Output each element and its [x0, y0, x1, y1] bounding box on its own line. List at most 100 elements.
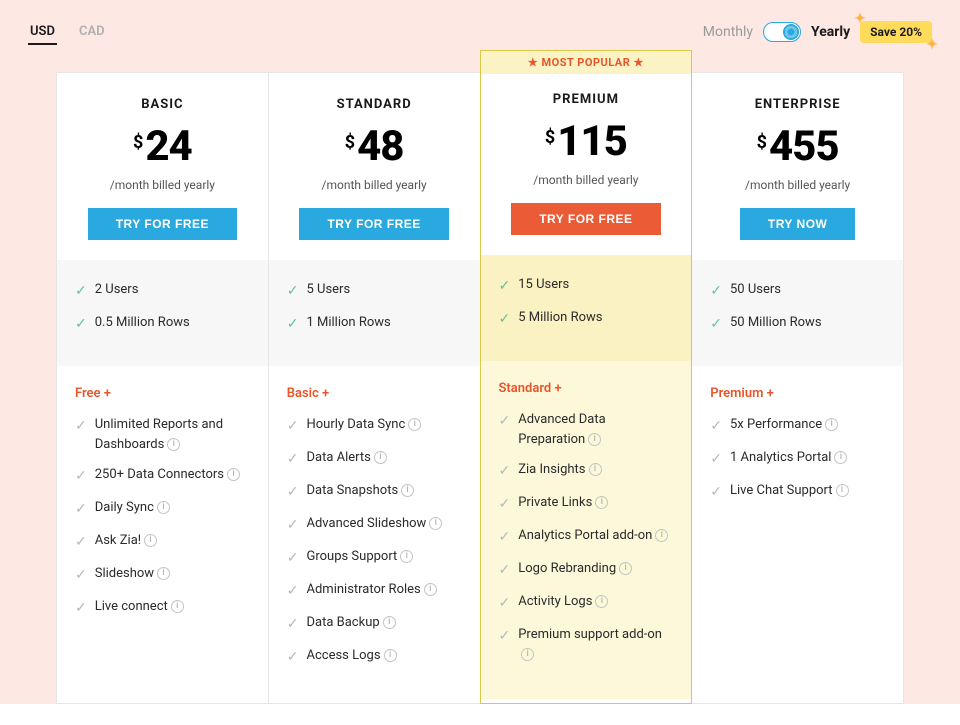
cta-button[interactable]: TRY NOW — [740, 208, 856, 240]
feature-text: Premium support add-oni — [518, 625, 673, 664]
check-icon: ✓ — [75, 314, 87, 335]
feature-text: Data Alertsi — [306, 448, 461, 468]
feature-item: ✓ Data Backupi — [287, 613, 462, 635]
info-icon[interactable]: i — [401, 484, 414, 497]
info-icon[interactable]: i — [836, 484, 849, 497]
plan-header: ENTERPRISE $455/month billed yearly TRY NO… — [692, 73, 903, 260]
info-icon[interactable]: i — [157, 501, 170, 514]
plan-premium: ★ MOST POPULAR ★PREMIUM$115/month billed… — [480, 50, 693, 704]
check-icon: ✓ — [287, 614, 299, 635]
currency-symbol: $ — [757, 132, 767, 153]
limit-text: 0.5 Million Rows — [95, 313, 250, 333]
price: $455 — [704, 126, 891, 168]
check-icon: ✓ — [287, 449, 299, 470]
info-icon[interactable]: i — [595, 496, 608, 509]
info-icon[interactable]: i — [429, 517, 442, 530]
plan-features: Standard +✓Advanced Data Preparationi✓Zi… — [481, 361, 692, 699]
check-icon: ✓ — [287, 647, 299, 668]
limit-item: ✓ 1 Million Rows — [287, 313, 462, 335]
feature-item: ✓Hourly Data Synci — [287, 415, 462, 437]
check-icon: ✓ — [710, 416, 722, 437]
feature-text: Data Backupi — [306, 613, 461, 633]
currency-symbol: $ — [133, 132, 143, 153]
info-icon[interactable]: i — [144, 534, 157, 547]
check-icon: ✓ — [75, 466, 87, 487]
plans-row: BASIC$24/month billed yearlyTRY FOR FREE… — [56, 72, 904, 704]
feature-item: ✓ Access Logsi — [287, 646, 462, 668]
currency-tab-cad[interactable]: CAD — [77, 20, 107, 45]
limit-text: 5 Users — [306, 280, 461, 300]
check-icon: ✓ — [499, 560, 511, 581]
plan-limits: ✓50 Users✓50 Million Rows — [692, 260, 903, 366]
check-icon: ✓ — [499, 527, 511, 548]
billing-note: /month billed yearly — [704, 178, 891, 192]
check-icon: ✓ — [499, 626, 511, 647]
currency-tabs: USD CAD — [28, 20, 107, 45]
info-icon[interactable]: i — [227, 468, 240, 481]
info-icon[interactable]: i — [521, 648, 534, 661]
info-icon[interactable]: i — [157, 567, 170, 580]
info-icon[interactable]: i — [589, 463, 602, 476]
feature-item: ✓250+ Data Connectorsi — [75, 465, 250, 487]
check-icon: ✓ — [499, 276, 511, 297]
info-icon[interactable]: i — [408, 418, 421, 431]
billing-toggle-switch[interactable] — [763, 22, 801, 42]
tier-label: Basic + — [287, 386, 462, 401]
feature-text: Slideshowi — [95, 564, 250, 584]
info-icon[interactable]: i — [400, 550, 413, 563]
info-icon[interactable]: i — [383, 616, 396, 629]
price-amount: 115 — [557, 121, 627, 163]
billing-yearly-label[interactable]: Yearly — [811, 24, 850, 40]
info-icon[interactable]: i — [171, 600, 184, 613]
feature-item: ✓ Premium support add-oni — [499, 625, 674, 664]
check-icon: ✓ — [287, 314, 299, 335]
plan-features: Basic +✓Hourly Data Synci✓Data Alertsi✓D… — [269, 366, 480, 703]
cta-button[interactable]: TRY FOR FREE — [88, 208, 237, 240]
plan-name: PREMIUM — [493, 92, 680, 107]
feature-text: Unlimited Reports and Dashboardsi — [95, 415, 250, 454]
check-icon: ✓ — [499, 593, 511, 614]
limit-text: 5 Million Rows — [518, 308, 673, 328]
save-badge-text: Save 20% — [870, 25, 922, 39]
info-icon[interactable]: i — [619, 562, 632, 575]
billing-note: /month billed yearly — [69, 178, 256, 192]
plan-standard: STANDARD$48/month billed yearlyTRY FOR F… — [268, 72, 481, 704]
check-icon: ✓ — [710, 482, 722, 503]
check-icon: ✓ — [75, 598, 87, 619]
plan-basic: BASIC$24/month billed yearlyTRY FOR FREE… — [56, 72, 269, 704]
check-icon: ✓ — [499, 494, 511, 515]
billing-toggle: Monthly Yearly ✦ Save 20% ✦ — [703, 21, 932, 43]
currency-symbol: $ — [345, 132, 355, 153]
limit-text: 1 Million Rows — [306, 313, 461, 333]
cta-button[interactable]: TRY FOR FREE — [511, 203, 660, 235]
currency-tab-usd[interactable]: USD — [28, 20, 57, 45]
cta-button[interactable]: TRY FOR FREE — [299, 208, 448, 240]
billing-note: /month billed yearly — [281, 178, 468, 192]
check-icon: ✓ — [287, 416, 299, 437]
info-icon[interactable]: i — [655, 529, 668, 542]
feature-text: Ask Zia!i — [95, 531, 250, 551]
info-icon[interactable]: i — [588, 433, 601, 446]
price-amount: 455 — [769, 126, 839, 168]
tier-label: Premium + — [710, 386, 885, 401]
limit-item: ✓5 Users — [287, 280, 462, 302]
feature-text: 5x Performancei — [730, 415, 885, 435]
info-icon[interactable]: i — [595, 595, 608, 608]
plan-limits: ✓2 Users✓0.5 Million Rows — [57, 260, 268, 366]
info-icon[interactable]: i — [167, 438, 180, 451]
info-icon[interactable]: i — [424, 583, 437, 596]
plan-name: ENTERPRISE — [704, 97, 891, 112]
info-icon[interactable]: i — [384, 649, 397, 662]
check-icon: ✓ — [75, 416, 87, 437]
limit-text: 15 Users — [518, 275, 673, 295]
feature-item: ✓Advanced Slideshowi — [287, 514, 462, 536]
check-icon: ✓ — [287, 581, 299, 602]
feature-text: Administrator Rolesi — [306, 580, 461, 600]
info-icon[interactable]: i — [374, 451, 387, 464]
info-icon[interactable]: i — [825, 418, 838, 431]
feature-text: Access Logsi — [306, 646, 461, 666]
plan-name: STANDARD — [281, 97, 468, 112]
currency-symbol: $ — [545, 127, 555, 148]
billing-monthly-label[interactable]: Monthly — [703, 24, 753, 40]
info-icon[interactable]: i — [834, 451, 847, 464]
